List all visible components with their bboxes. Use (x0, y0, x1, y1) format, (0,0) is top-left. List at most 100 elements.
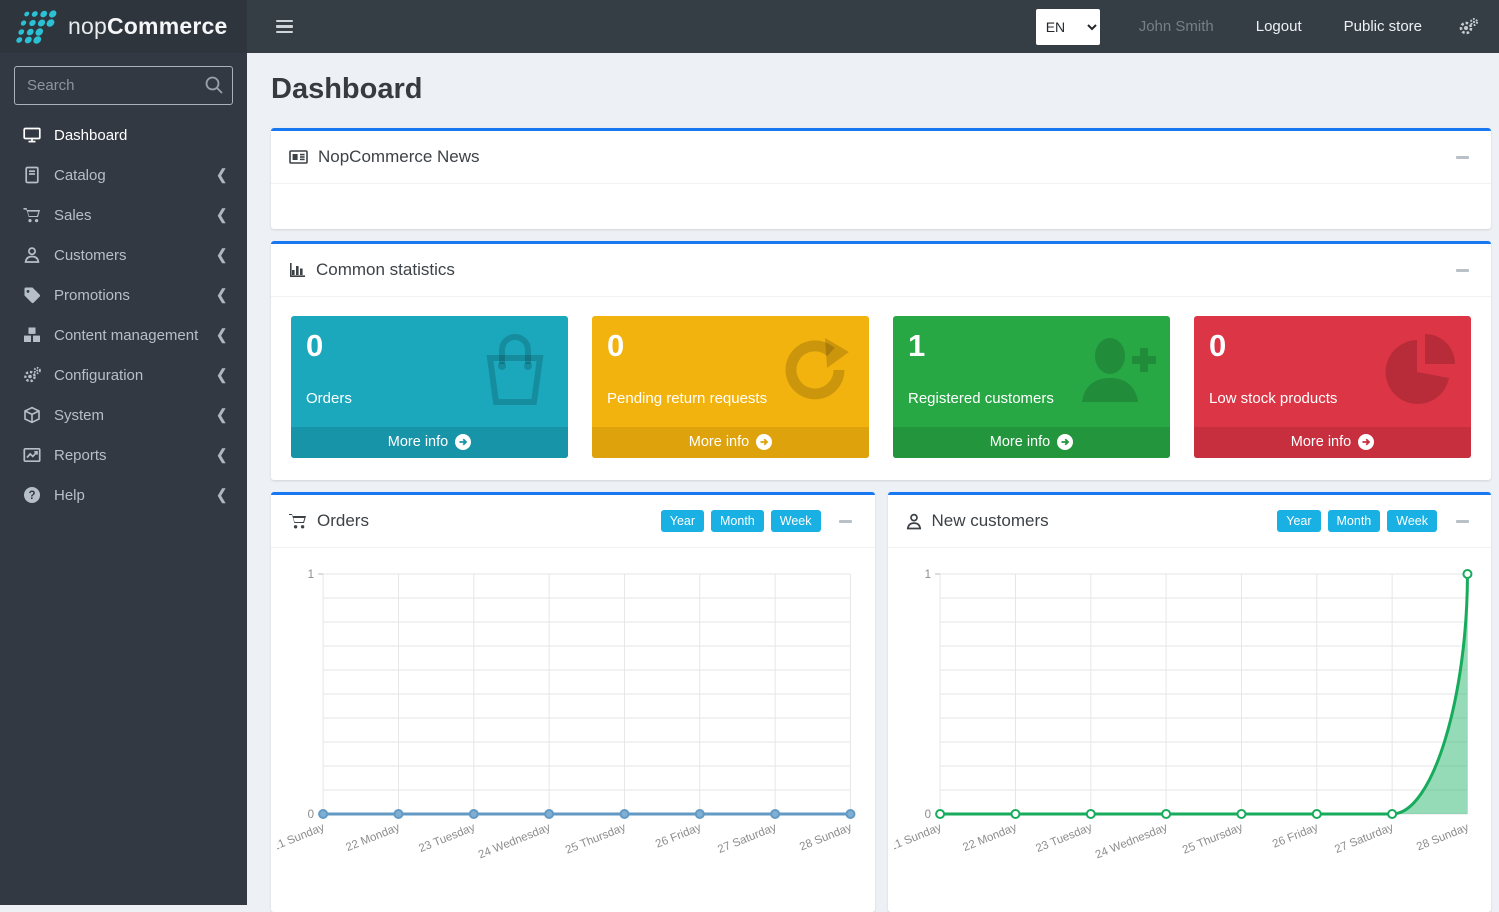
stats-panel-title: Common statistics (316, 260, 455, 280)
minus-icon (1456, 156, 1469, 159)
new-customers-chart-panel: New customers YearMonthWeek 0121 Sunday2… (888, 492, 1492, 912)
chevron-left-icon: ❮ (216, 206, 227, 224)
chart-line-icon (22, 446, 42, 464)
new-customers-line-chart: 0121 Sunday22 Monday23 Tuesday24 Wednesd… (894, 558, 1486, 888)
minus-icon (1456, 520, 1469, 523)
chevron-left-icon: ❮ (216, 366, 227, 384)
svg-text:?: ? (28, 490, 35, 502)
chevron-left-icon: ❮ (216, 286, 227, 304)
customers-panel-title: New customers (932, 511, 1049, 531)
sidebar-item-help[interactable]: ?Help❮ (0, 475, 247, 515)
tag-icon (22, 286, 42, 304)
cubes-icon (22, 326, 42, 344)
minus-icon (839, 520, 852, 523)
brand-name-bold: Commerce (107, 13, 228, 39)
svg-text:1: 1 (308, 569, 314, 581)
more-info-link[interactable]: More info (1194, 427, 1471, 458)
svg-text:24 Wednesday: 24 Wednesday (1093, 822, 1169, 862)
svg-text:26 Friday: 26 Friday (1270, 822, 1319, 851)
search-submit-button[interactable] (203, 74, 225, 99)
sidebar-item-system[interactable]: System❮ (0, 395, 247, 435)
svg-text:25 Thursday: 25 Thursday (1180, 822, 1244, 857)
more-info-link[interactable]: More info (893, 427, 1170, 458)
orders-panel-title: Orders (317, 511, 369, 531)
sidebar-item-label: System (54, 407, 216, 424)
sidebar-item-customers[interactable]: Customers❮ (0, 235, 247, 275)
sidebar-item-label: Reports (54, 447, 216, 464)
user-plus-icon (1076, 334, 1156, 411)
bar-chart-icon (289, 262, 306, 278)
top-navbar: nopCommerce EN John Smith Logout Public … (0, 0, 1499, 53)
sidebar-item-dashboard[interactable]: Dashboard (0, 115, 247, 155)
customers-collapse-button[interactable] (1451, 510, 1473, 532)
pie-chart-icon (1383, 334, 1457, 411)
more-info-link[interactable]: More info (291, 427, 568, 458)
minus-icon (1456, 269, 1469, 272)
svg-text:23 Tuesday: 23 Tuesday (417, 822, 477, 855)
news-panel-body (271, 183, 1491, 229)
orders-collapse-button[interactable] (835, 510, 857, 532)
more-info-link[interactable]: More info (592, 427, 869, 458)
arrow-circle-right-icon (756, 434, 772, 450)
svg-text:22 Monday: 22 Monday (961, 822, 1019, 854)
page-title: Dashboard (271, 73, 1491, 106)
orders-range-month-button[interactable]: Month (711, 510, 764, 532)
settings-gears-icon[interactable] (1443, 17, 1485, 37)
sidebar-item-label: Content management (54, 327, 216, 344)
stats-collapse-button[interactable] (1451, 259, 1473, 281)
customers-range-year-button[interactable]: Year (1277, 510, 1320, 532)
svg-text:28 Sunday: 28 Sunday (798, 822, 854, 854)
user-icon (906, 513, 922, 530)
desktop-icon (22, 126, 42, 144)
news-panel: NopCommerce News (271, 128, 1491, 229)
news-collapse-button[interactable] (1451, 146, 1473, 168)
sidebar-item-label: Dashboard (54, 127, 227, 144)
search-input[interactable] (14, 66, 233, 105)
stat-cards-row: 0 Orders More info 0 Pending return requ… (271, 296, 1491, 480)
sidebar-item-configuration[interactable]: Configuration❮ (0, 355, 247, 395)
cart-icon (289, 513, 307, 530)
customers-range-week-button[interactable]: Week (1387, 510, 1437, 532)
nopcommerce-dots-logo-icon (14, 9, 58, 45)
svg-text:24 Wednesday: 24 Wednesday (477, 822, 553, 862)
stat-card-orders: 0 Orders More info (291, 316, 568, 458)
newspaper-icon (289, 149, 308, 165)
sidebar-item-label: Promotions (54, 287, 216, 304)
sidebar-item-content-management[interactable]: Content management❮ (0, 315, 247, 355)
orders-chart-panel: Orders Year Month Week 0121 Sunday22 Monda… (271, 492, 875, 912)
more-info-label: More info (689, 434, 749, 450)
svg-text:27 Saturday: 27 Saturday (716, 822, 778, 856)
public-store-link[interactable]: Public store (1323, 0, 1443, 53)
language-select[interactable]: EN (1036, 9, 1100, 45)
customers-range-month-button[interactable]: Month (1328, 510, 1381, 532)
sidebar-item-label: Catalog (54, 167, 216, 184)
orders-range-week-button[interactable]: Week (771, 510, 821, 532)
sidebar-toggle-button[interactable] (261, 0, 307, 53)
user-icon (22, 246, 42, 264)
chevron-left-icon: ❮ (216, 446, 227, 464)
chevron-left-icon: ❮ (216, 166, 227, 184)
svg-text:27 Saturday: 27 Saturday (1333, 822, 1395, 856)
sidebar-item-reports[interactable]: Reports❮ (0, 435, 247, 475)
orders-line-chart: 0121 Sunday22 Monday23 Tuesday24 Wednesd… (277, 558, 869, 888)
stat-card-low-stock-products: 0 Low stock products More info (1194, 316, 1471, 458)
svg-text:1: 1 (924, 569, 930, 581)
cart-icon (22, 206, 42, 224)
orders-range-year-button[interactable]: Year (661, 510, 704, 532)
sidebar-item-catalog[interactable]: Catalog❮ (0, 155, 247, 195)
book-icon (22, 166, 42, 184)
cube-icon (22, 406, 42, 424)
svg-text:25 Thursday: 25 Thursday (564, 822, 628, 857)
arrow-circle-right-icon (1057, 434, 1073, 450)
chevron-left-icon: ❮ (216, 326, 227, 344)
sidebar-item-sales[interactable]: Sales❮ (0, 195, 247, 235)
sidebar-item-promotions[interactable]: Promotions❮ (0, 275, 247, 315)
brand-logo[interactable]: nopCommerce (0, 0, 247, 53)
gears-icon (22, 366, 42, 384)
more-info-label: More info (388, 434, 448, 450)
stat-card-pending-return-requests: 0 Pending return requests More info (592, 316, 869, 458)
sidebar-item-label: Customers (54, 247, 216, 264)
svg-text:23 Tuesday: 23 Tuesday (1034, 822, 1094, 855)
logout-link[interactable]: Logout (1235, 0, 1323, 53)
stat-card-registered-customers: 1 Registered customers More info (893, 316, 1170, 458)
